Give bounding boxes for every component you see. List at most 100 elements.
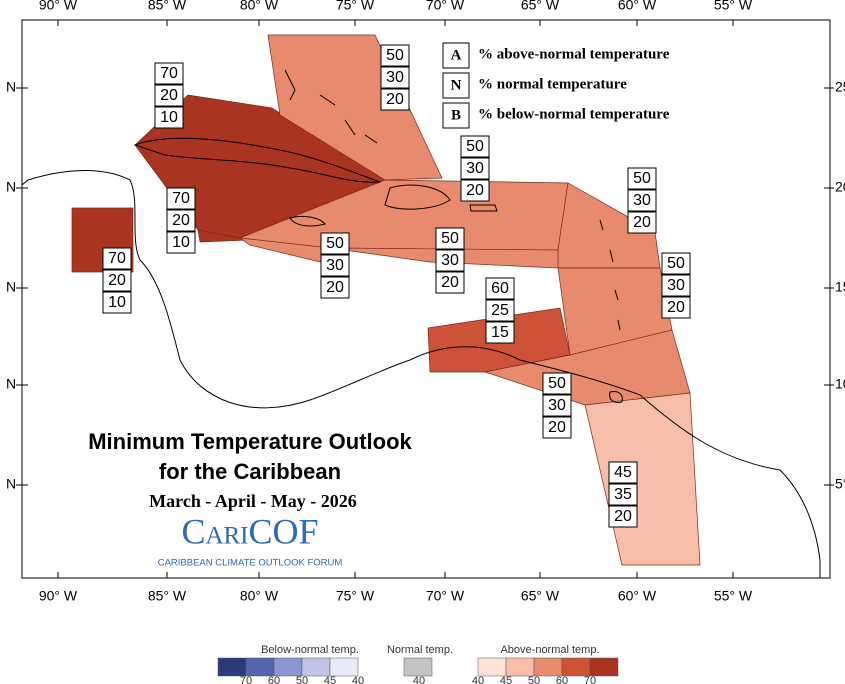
colorbar-tick-label: 70 xyxy=(584,675,596,684)
lon-label-bottom: 65° W xyxy=(521,588,560,604)
probability-box xyxy=(542,372,572,395)
colorbar-swatch xyxy=(273,657,303,677)
region-area xyxy=(239,237,331,263)
probability-box xyxy=(166,231,196,254)
lat-label-left: N xyxy=(6,179,16,195)
lesser-antilles xyxy=(599,219,621,331)
probability-box xyxy=(627,211,657,234)
lat-label-right: 10 xyxy=(835,376,845,392)
probability-box xyxy=(661,252,691,275)
probability-box xyxy=(661,296,691,319)
probability-box xyxy=(627,189,657,212)
lat-label-left: N xyxy=(6,476,16,492)
lon-label-bottom: 55° W xyxy=(714,588,753,604)
legend-letter-box xyxy=(442,42,470,69)
jamaica xyxy=(289,215,326,227)
probability-above: 50 xyxy=(667,255,685,272)
lat-label-left: N xyxy=(6,279,16,295)
probability-below: 20 xyxy=(386,91,404,108)
probability-below: 20 xyxy=(466,182,484,199)
probability-box xyxy=(460,179,490,202)
lon-label-top: 75° W xyxy=(336,0,375,13)
colorbar-swatch xyxy=(403,657,433,677)
colorbar-swatch xyxy=(301,657,331,677)
colorbar-swatch xyxy=(217,657,247,677)
probability-below: 15 xyxy=(491,324,509,341)
probability-below: 20 xyxy=(667,299,685,316)
lon-label-top: 55° W xyxy=(714,0,753,13)
probability-below: 20 xyxy=(441,274,459,291)
legend-letter: A xyxy=(451,47,462,63)
probability-normal: 20 xyxy=(160,87,178,104)
legend-letter: B xyxy=(451,107,461,123)
probability-below: 10 xyxy=(108,294,126,311)
probability-box xyxy=(166,209,196,232)
coastlines xyxy=(21,69,821,579)
lon-label-bottom: 90° W xyxy=(39,588,78,604)
colorbar-tick-label: 70 xyxy=(240,675,252,684)
region-area xyxy=(267,34,443,181)
lon-label-top: 65° W xyxy=(521,0,560,13)
colorbar-tick-label: 40 xyxy=(352,675,364,684)
legend-text: % above-normal temperature xyxy=(478,46,670,62)
title-line2: for the Caribbean xyxy=(159,459,341,484)
probability-box xyxy=(380,44,410,67)
probability-normal: 30 xyxy=(667,277,685,294)
legend-text: % normal temperature xyxy=(478,76,627,92)
logo-tagline: CARIBBEAN CLIMATE OUTLOOK FORUM xyxy=(158,558,343,569)
probability-box xyxy=(320,254,350,277)
colorbar-tick-label: 60 xyxy=(556,675,568,684)
probability-normal: 30 xyxy=(386,69,404,86)
probability-box xyxy=(608,461,638,484)
lon-label-bottom: 85° W xyxy=(148,588,187,604)
probability-above: 70 xyxy=(160,65,178,82)
probability-above: 60 xyxy=(491,280,509,297)
probability-normal: 20 xyxy=(108,272,126,289)
probability-normal: 30 xyxy=(548,397,566,414)
map-frame xyxy=(21,19,831,579)
colorbar-title: Above-normal temp. xyxy=(500,644,599,656)
probability-box xyxy=(485,277,515,300)
probability-box xyxy=(460,157,490,180)
probability-above: 45 xyxy=(614,464,632,481)
colorbar-swatch xyxy=(505,657,535,677)
probability-box xyxy=(627,167,657,190)
colorbar-title: Normal temp. xyxy=(387,644,453,656)
probability-box xyxy=(380,88,410,111)
probability-below: 20 xyxy=(326,279,344,296)
probability-below: 20 xyxy=(548,419,566,436)
probability-box xyxy=(102,247,132,270)
probability-box xyxy=(608,483,638,506)
colorbar-tick-label: 50 xyxy=(296,675,308,684)
probability-box xyxy=(542,416,572,439)
probability-above: 50 xyxy=(466,138,484,155)
colorbar-swatch xyxy=(329,657,359,677)
colorbar-tick-label: 45 xyxy=(500,675,512,684)
season: March - April - May - 2026 xyxy=(149,491,357,511)
probability-box xyxy=(154,84,184,107)
probability-normal: 35 xyxy=(614,486,632,503)
cuba xyxy=(133,137,381,183)
probability-above: 50 xyxy=(441,230,459,247)
lon-label-top: 85° W xyxy=(148,0,187,13)
colorbar-swatch xyxy=(245,657,275,677)
lat-label-right: 20 xyxy=(835,179,845,195)
bahamas xyxy=(284,69,378,144)
probability-box xyxy=(320,232,350,255)
lon-label-bottom: 70° W xyxy=(426,588,465,604)
lat-label-left: N xyxy=(6,79,16,95)
lon-label-bottom: 75° W xyxy=(336,588,375,604)
probability-above: 50 xyxy=(633,170,651,187)
lon-label-top: 60° W xyxy=(618,0,657,13)
lat-label-right: 15 xyxy=(835,279,845,295)
probability-box xyxy=(166,187,196,210)
probability-below: 20 xyxy=(633,214,651,231)
colorbar-swatch xyxy=(561,657,591,677)
colorbar-title: Below-normal temp. xyxy=(261,644,359,656)
probability-box xyxy=(460,135,490,158)
probability-box xyxy=(485,299,515,322)
probability-normal: 20 xyxy=(172,212,190,229)
probability-box xyxy=(380,66,410,89)
trinidad xyxy=(609,391,623,403)
